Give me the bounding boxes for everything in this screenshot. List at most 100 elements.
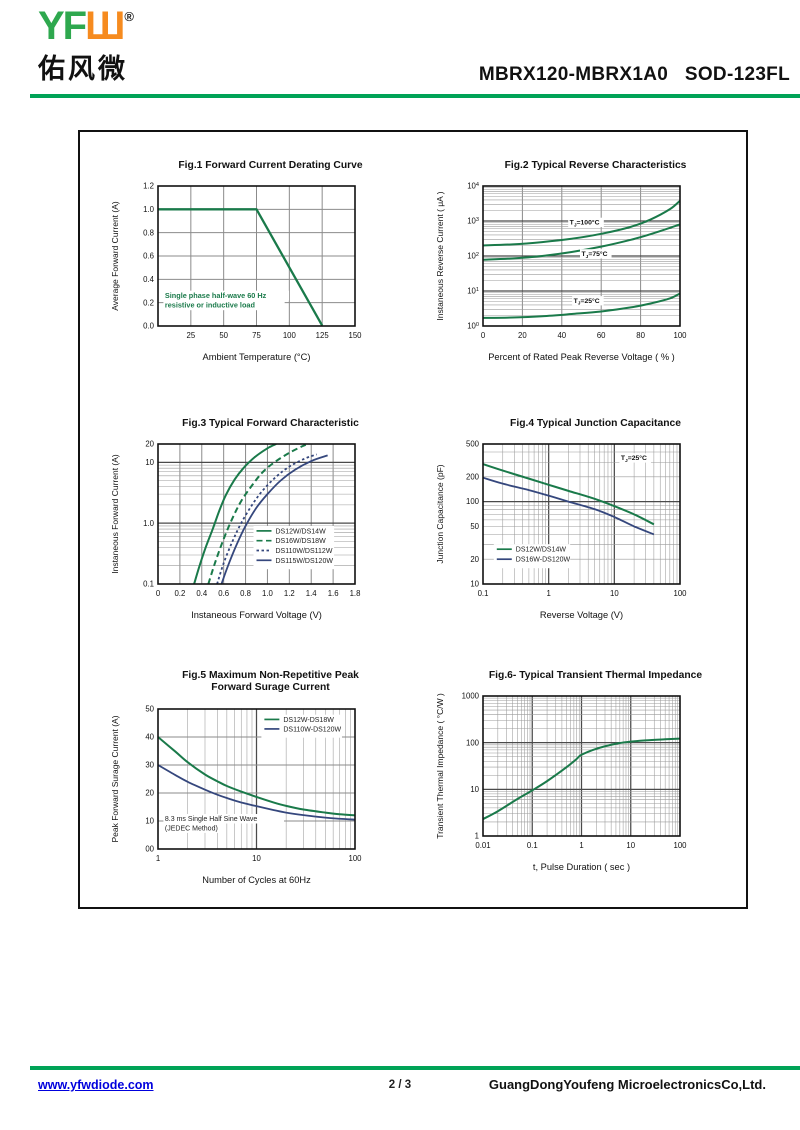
logo-w-glyph: Ш [85,4,125,48]
svg-text:DS12W-DS18W: DS12W-DS18W [283,717,334,724]
svg-text:Instaneous Forward Voltage (V): Instaneous Forward Voltage (V) [191,610,322,620]
svg-text:1.2: 1.2 [143,182,154,191]
svg-text:1.0: 1.0 [143,519,155,528]
svg-text:DS12W/DS14W: DS12W/DS14W [516,547,567,554]
svg-text:t, Pulse Duration ( sec ): t, Pulse Duration ( sec ) [533,862,630,872]
svg-text:0.8: 0.8 [240,589,251,598]
figure-5-title: Fig.5 Maximum Non-Repetitive Peak Forwar… [182,670,359,694]
svg-text:80: 80 [636,331,645,340]
svg-text:60: 60 [597,331,606,340]
footer-divider [30,1066,800,1070]
svg-text:1.0: 1.0 [262,589,274,598]
svg-text:75: 75 [252,331,261,340]
svg-text:Percent of Rated Peak Reverse: Percent of Rated Peak Reverse Voltage ( … [488,352,675,362]
svg-text:0.4: 0.4 [143,275,155,284]
figure-6-title: Fig.6- Typical Transient Thermal Impedan… [488,670,703,681]
svg-text:0: 0 [481,331,486,340]
svg-text:100: 100 [466,739,480,748]
svg-text:100: 100 [283,331,297,340]
svg-text:0.1: 0.1 [143,580,154,589]
figure-6-plot: 0.01 0.1 1 10 100 1 10 100 1000 t, Pulse Duration… [435,692,687,872]
svg-text:1.6: 1.6 [328,589,339,598]
doc-title: MBRX120-MBRX1A0 SOD-123FL [478,64,790,85]
svg-text:40: 40 [145,732,154,741]
svg-text:Ambient Temperature (°C): Ambient Temperature (°C) [203,352,311,362]
svg-text:10: 10 [145,458,154,467]
charts-box: Fig.1 Forward Current Derating Curve Sin… [78,130,748,909]
svg-text:10: 10 [252,854,261,863]
svg-text:30: 30 [145,760,154,769]
figure-2-chart: Fig.2 Typical Reverse Characteristics TJ… [433,160,698,367]
svg-text:0.1: 0.1 [478,589,489,598]
figure-5-chart: Fig.5 Maximum Non-Repetitive Peak Forwar… [108,670,373,890]
svg-text:10: 10 [470,580,479,589]
svg-text:0.2: 0.2 [174,589,185,598]
svg-text:Instaneous Forward Current (A: Instaneous Forward Current (A) [110,454,120,574]
svg-text:(JEDEC Method): (JEDEC Method) [165,825,218,832]
figure-3-chart: Fig.3 Typical Forward Characteristic DS1… [108,418,373,625]
svg-text:101: 101 [467,287,479,296]
svg-text:0.4: 0.4 [196,589,208,598]
figure-1-chart: Fig.1 Forward Current Derating Curve Sin… [108,160,373,367]
svg-text:TJ=25°C: TJ=25°C [574,297,600,307]
svg-text:100: 100 [466,498,480,507]
svg-text:1: 1 [546,589,550,598]
logo-text-yf: YF [38,4,87,48]
svg-text:10: 10 [610,589,619,598]
website-link[interactable]: www.yfwdiode.com [38,1078,154,1092]
svg-text:Peak Forward Surage Current (A: Peak Forward Surage Current (A) [110,715,120,842]
svg-text:1.4: 1.4 [306,589,318,598]
svg-text:100: 100 [673,589,687,598]
figure-6-chart: Fig.6- Typical Transient Thermal Impedan… [433,670,702,877]
logo-wordmark: YFШ® [38,6,134,46]
svg-text:20: 20 [145,788,154,797]
svg-text:Instaneous Reverse Current ( μ: Instaneous Reverse Current ( μA ) [435,192,445,321]
header: YFШ® 佑风微 MBRX120-MBRX1A0 SOD-123FL [0,0,800,94]
svg-text:0.2: 0.2 [143,299,154,308]
figure-5-plot: DS12W-DS18W DS110W-DS120W 8.3 ms Single Ha… [110,704,362,885]
svg-text:0.6: 0.6 [143,252,154,261]
svg-text:100: 100 [673,841,687,850]
svg-text:20: 20 [145,440,154,449]
svg-text:1: 1 [475,832,479,841]
svg-text:100: 100 [467,322,479,331]
footer: www.yfwdiode.com 2 / 3 GuangDongYoufeng … [0,1076,800,1106]
svg-text:150: 150 [348,331,362,340]
svg-text:1: 1 [156,854,160,863]
svg-text:20: 20 [470,555,479,564]
figure-2-title: Fig.2 Typical Reverse Characteristics [504,160,687,171]
svg-text:1.2: 1.2 [284,589,295,598]
svg-text:00: 00 [145,844,154,853]
svg-text:20: 20 [518,331,527,340]
svg-text:TJ=25°C: TJ=25°C [621,454,647,464]
svg-text:1: 1 [579,841,583,850]
svg-text:1.0: 1.0 [143,205,155,214]
svg-text:10: 10 [470,785,479,794]
figure-1-title: Fig.1 Forward Current Derating Curve [178,160,363,171]
svg-text:8.3 ms Single Half Sine Wave: 8.3 ms Single Half Sine Wave [165,816,257,823]
svg-text:Number of Cycles at 60Hz: Number of Cycles at 60Hz [202,875,311,885]
svg-text:resistive or inductive load: resistive or inductive load [165,301,255,310]
svg-text:Junction Capacitance (pF): Junction Capacitance (pF) [435,465,445,564]
svg-text:102: 102 [467,252,479,261]
figure-4-plot: DS12W/DS14W DS16W-DS120W TJ=25°C 0.1 1 10 100 1… [435,440,687,620]
svg-text:100: 100 [348,854,362,863]
svg-text:DS110W/DS112W: DS110W/DS112W [276,548,333,555]
svg-text:50: 50 [219,331,228,340]
svg-text:103: 103 [467,217,479,226]
svg-text:0.1: 0.1 [527,841,538,850]
svg-text:0: 0 [156,589,161,598]
svg-text:TJ=100°C: TJ=100°C [570,219,600,229]
svg-text:DS12W/DS14W: DS12W/DS14W [276,529,327,536]
svg-text:25: 25 [186,331,195,340]
figure-4-chart: Fig.4 Typical Junction Capacitance DS12W… [433,418,698,625]
svg-text:Single phase half-wave 60 Hz: Single phase half-wave 60 Hz [165,291,267,300]
figure-2-plot: TJ=100°C TJ=75°C TJ=25°C 0 20 40 60 80 100 100 101… [435,182,687,362]
svg-text:0.0: 0.0 [143,322,155,331]
header-divider [30,94,800,98]
svg-text:10: 10 [145,816,154,825]
svg-text:0.01: 0.01 [475,841,490,850]
company-name: GuangDongYoufeng MicroelectronicsCo,Ltd. [488,1077,766,1092]
